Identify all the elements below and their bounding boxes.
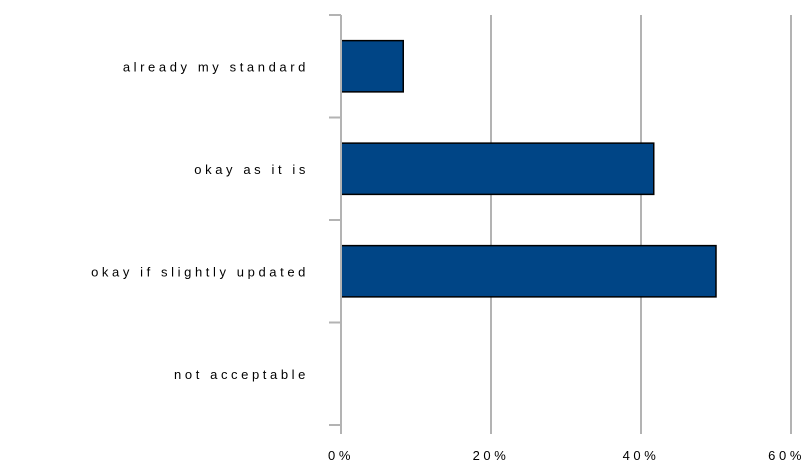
category-labels: already my standard okay as it is okay if … [91, 59, 309, 382]
category-label-0: already my standard [123, 59, 309, 74]
category-label-1: okay as it is [194, 162, 309, 177]
bar-0 [340, 39, 404, 93]
x-tick-labels: 0% 20% 40% 60% [328, 448, 805, 463]
category-label-2: okay if slightly updated [91, 264, 309, 279]
bar-2 [340, 244, 717, 298]
x-tick-label-0: 0% [328, 448, 354, 463]
x-tick-label-1: 20% [473, 448, 510, 463]
x-tick-label-2: 40% [623, 448, 660, 463]
category-label-3: not acceptable [174, 367, 309, 382]
bar-1 [340, 142, 655, 196]
bars [340, 39, 717, 298]
y-axis [329, 14, 792, 434]
grid-lines [490, 15, 792, 425]
x-tick-label-3: 60% [768, 448, 805, 463]
